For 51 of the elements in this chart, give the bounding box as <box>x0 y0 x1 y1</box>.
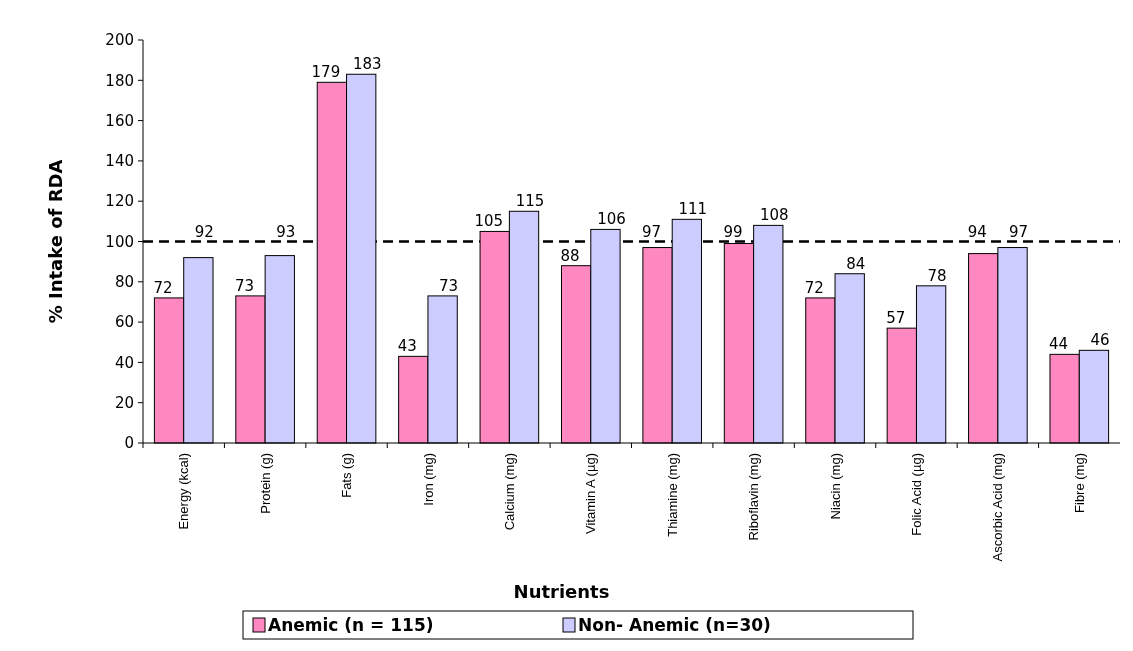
y-tick-label: 20 <box>114 393 134 412</box>
data-label: 72 <box>153 278 173 297</box>
data-label: 115 <box>515 192 545 211</box>
legend-label: Non- Anemic (n=30) <box>578 614 771 635</box>
data-label: 92 <box>194 222 214 241</box>
y-tick-label: 140 <box>105 152 134 171</box>
x-tick-label: Fibre (mg) <box>1071 453 1087 513</box>
x-tick-label: Calcium (mg) <box>501 453 517 531</box>
x-tick-label: Energy (kcal) <box>176 453 192 530</box>
x-tick-label: Fats (g) <box>339 453 355 498</box>
data-label: 93 <box>276 222 296 241</box>
y-tick-label: 100 <box>105 232 134 251</box>
data-label: 72 <box>804 278 824 297</box>
data-label: 108 <box>759 206 789 225</box>
y-tick-label: 180 <box>105 71 134 90</box>
y-axis-title: % Intake of RDA <box>45 159 66 324</box>
y-tick-label: 120 <box>105 192 134 211</box>
x-tick-label: Protein (g) <box>257 453 273 514</box>
data-label: 97 <box>642 222 662 241</box>
data-label: 88 <box>560 246 580 265</box>
data-label: 183 <box>352 55 382 74</box>
data-label: 57 <box>886 309 906 328</box>
data-label: 84 <box>846 254 866 273</box>
x-tick-label: Folic Acid (µg) <box>909 453 925 536</box>
y-tick-label: 160 <box>105 111 134 130</box>
x-tick-label: Ascorbic Acid (mg) <box>990 453 1006 562</box>
data-label: 73 <box>234 276 255 295</box>
y-tick-label: 200 <box>105 31 134 50</box>
data-label: 73 <box>439 276 459 295</box>
y-tick-label: 60 <box>114 313 134 332</box>
x-tick-label: Iron (mg) <box>420 453 436 506</box>
x-tick-label: Vitamin A (µg) <box>583 453 599 534</box>
data-label: 44 <box>1049 335 1069 354</box>
data-label: 105 <box>474 212 504 231</box>
x-tick-label: Thiamine (mg) <box>664 453 680 537</box>
data-label: 43 <box>397 337 417 356</box>
legend-label: Anemic (n = 115) <box>268 614 434 635</box>
x-axis-title: Nutrients <box>513 581 610 602</box>
x-tick-label: Riboflavin (mg) <box>746 453 762 541</box>
y-tick-label: 40 <box>114 353 134 372</box>
data-label: 46 <box>1090 331 1110 350</box>
data-label: 111 <box>678 200 708 219</box>
data-label: 179 <box>311 63 341 82</box>
y-tick-label: 80 <box>114 273 134 292</box>
data-label: 99 <box>723 222 743 241</box>
data-label: 97 <box>1008 222 1029 241</box>
data-label: 78 <box>927 266 947 285</box>
data-label: 94 <box>967 222 987 241</box>
data-label: 106 <box>597 210 626 229</box>
y-tick-label: 0 <box>124 434 134 453</box>
x-tick-label: Niacin (mg) <box>827 453 843 520</box>
